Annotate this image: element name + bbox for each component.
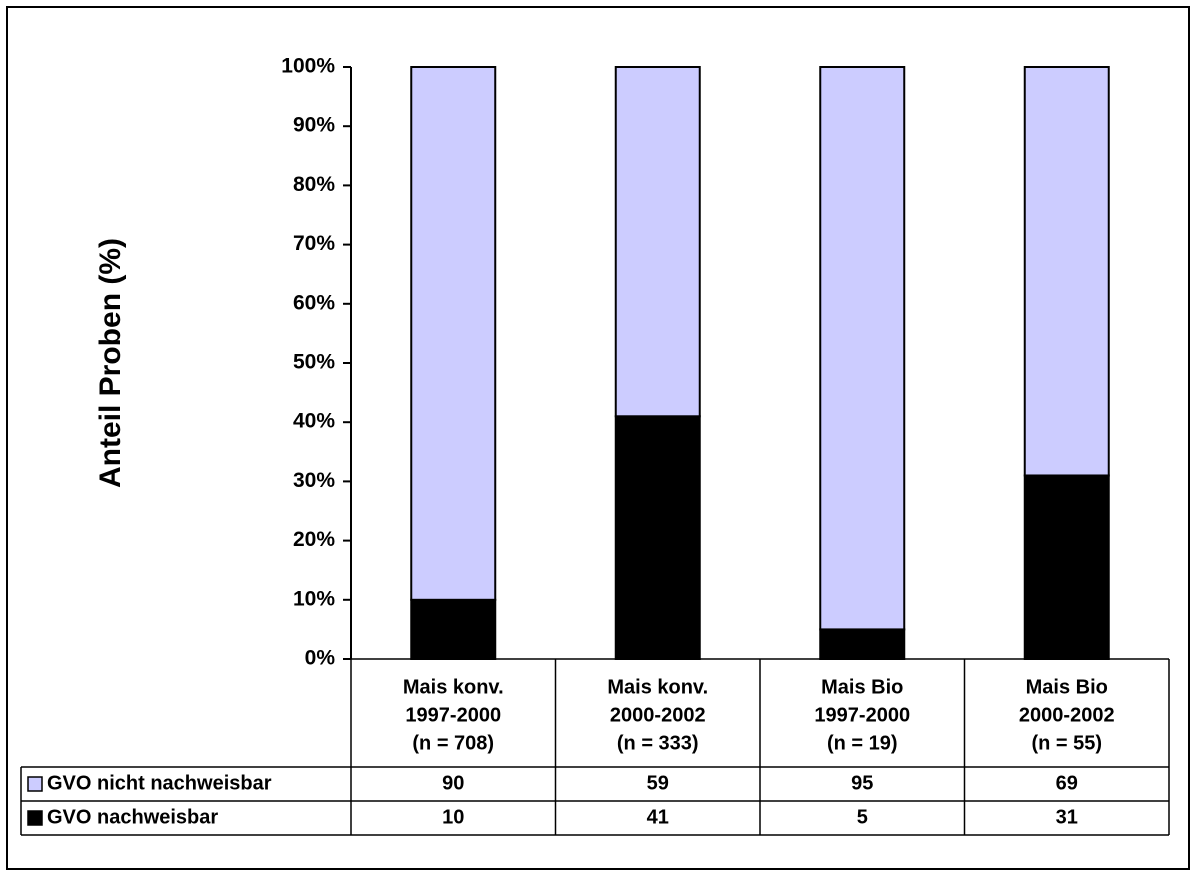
bar-segment-gvo-nachweisbar	[1023, 474, 1110, 661]
bar-segment-gvo-nicht-nachweisbar	[1023, 66, 1110, 477]
data-value: 5	[857, 806, 868, 828]
bar-segment-gvo-nachweisbar	[410, 598, 497, 660]
legend-key	[27, 776, 43, 792]
legend-label: GVO nachweisbar	[47, 806, 218, 828]
category-label: 1997-2000	[814, 704, 910, 726]
category-label: (n = 708)	[412, 732, 494, 754]
y-axis-ticks: 0% 10% 20% 30% 40% 50% 60% 70% 80% 90% 100%	[281, 55, 351, 670]
data-value: 69	[1056, 772, 1078, 794]
y-tick-label: 20%	[293, 528, 335, 551]
category-label: (n = 19)	[827, 732, 898, 754]
category-label: Mais Bio	[1026, 676, 1108, 698]
y-tick-label: 80%	[293, 173, 335, 196]
data-value: 10	[442, 806, 464, 828]
y-tick-label: 90%	[293, 114, 335, 137]
bar-segment-gvo-nicht-nachweisbar	[410, 66, 497, 601]
y-tick-label: 100%	[281, 55, 335, 78]
data-value: 41	[647, 806, 669, 828]
y-tick-label: 50%	[293, 351, 335, 374]
bar-segment-gvo-nachweisbar	[614, 415, 701, 660]
category-label: 2000-2002	[610, 704, 706, 726]
legend-label: GVO nicht nachweisbar	[47, 772, 272, 794]
y-tick-label: 70%	[293, 232, 335, 255]
data-value: 31	[1056, 806, 1078, 828]
chart-frame	[6, 6, 1190, 870]
category-label: 2000-2002	[1019, 704, 1115, 726]
category-label: 1997-2000	[405, 704, 501, 726]
category-label: Mais konv.	[607, 676, 708, 698]
y-tick-label: 60%	[293, 291, 335, 314]
category-label: Mais Bio	[821, 676, 903, 698]
legend-key	[27, 810, 43, 826]
data-value: 90	[442, 772, 464, 794]
category-label: (n = 333)	[617, 732, 699, 754]
bar-segment-gvo-nicht-nachweisbar	[614, 66, 701, 418]
bars	[410, 66, 1110, 661]
bar-segment-gvo-nicht-nachweisbar	[819, 66, 906, 631]
category-label: Mais konv.	[403, 676, 504, 698]
y-tick-label: 0%	[305, 647, 336, 670]
category-label: (n = 55)	[1031, 732, 1102, 754]
y-tick-label: 10%	[293, 587, 335, 610]
data-table: Mais konv. 1997-2000 (n = 708) Mais konv. 20…	[20, 658, 1170, 836]
bar-segment-gvo-nachweisbar	[819, 628, 906, 661]
y-tick-label: 30%	[293, 469, 335, 492]
y-axis-label: Anteil Proben (%)	[94, 238, 127, 488]
data-value: 59	[647, 772, 669, 794]
y-tick-label: 40%	[293, 410, 335, 433]
data-value: 95	[851, 772, 873, 794]
